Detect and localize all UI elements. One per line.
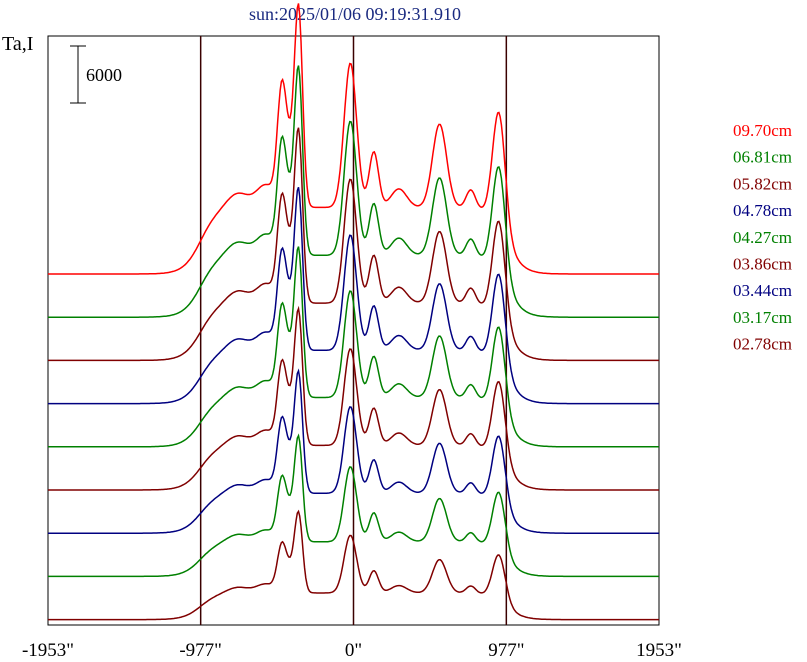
series-line-06.81cm <box>48 65 659 318</box>
series-group <box>48 3 659 621</box>
scale-bar-label: 6000 <box>86 65 122 85</box>
legend-item: 03.86cm <box>733 255 792 274</box>
series-line-04.27cm <box>48 246 659 448</box>
legend-item: 04.27cm <box>733 228 792 247</box>
x-tick-label: 977" <box>488 640 524 661</box>
vertical-reference-lines <box>199 36 508 625</box>
legend-item: 06.81cm <box>733 148 792 167</box>
x-tick-label: 0" <box>345 640 362 661</box>
series-line-03.17cm <box>48 433 659 578</box>
legend-item: 02.78cm <box>733 335 792 354</box>
chart-title: sun:2025/01/06 09:19:31.910 <box>249 4 461 24</box>
legend-item: 03.44cm <box>733 281 792 300</box>
legend-item: 04.78cm <box>733 201 792 220</box>
legend-item: 03.17cm <box>733 308 792 327</box>
scale-bar: 6000 <box>70 45 122 104</box>
legend: 09.70cm 06.81cm 05.82cm 04.78cm 04.27cm 03.86… <box>733 121 792 354</box>
series-line-02.78cm <box>48 509 659 621</box>
x-tick-label: 1953" <box>636 640 682 661</box>
series-line-09.70cm <box>48 3 659 275</box>
series-line-03.44cm <box>48 368 659 534</box>
legend-item: 05.82cm <box>733 174 792 193</box>
y-axis-label: Ta,I <box>2 33 33 55</box>
series-line-05.82cm <box>48 127 659 362</box>
legend-item: 09.70cm <box>733 121 792 140</box>
x-tick-labels: -1953" -977" 0" 977" 1953" <box>22 640 682 661</box>
series-line-04.78cm <box>48 186 659 405</box>
x-tick-label: -977" <box>179 640 222 661</box>
series-line-03.86cm <box>48 305 659 491</box>
x-tick-label: -1953" <box>22 640 74 661</box>
